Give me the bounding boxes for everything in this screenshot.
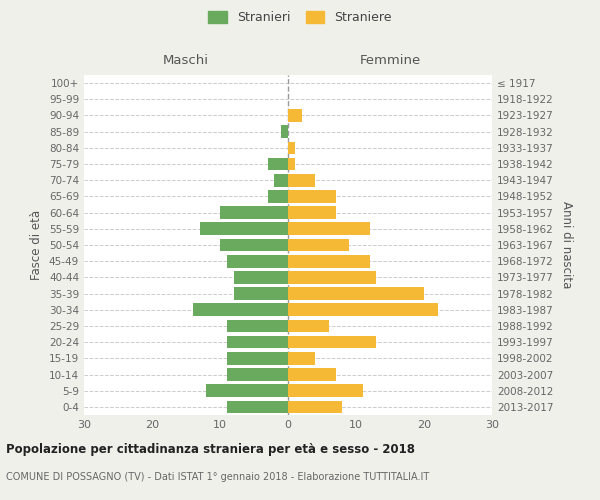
Bar	[288, 238, 349, 252]
Y-axis label: Fasce di età: Fasce di età	[31, 210, 43, 280]
Bar	[220, 206, 288, 219]
Bar	[288, 158, 295, 170]
Bar	[268, 158, 288, 170]
Bar	[281, 126, 288, 138]
Bar	[200, 222, 288, 235]
Text: Femmine: Femmine	[359, 54, 421, 68]
Bar	[288, 368, 335, 381]
Bar	[220, 238, 288, 252]
Bar	[233, 271, 288, 283]
Bar	[288, 142, 295, 154]
Bar	[288, 109, 302, 122]
Bar	[288, 206, 335, 219]
Legend: Stranieri, Straniere: Stranieri, Straniere	[206, 8, 394, 26]
Bar	[227, 352, 288, 364]
Bar	[274, 174, 288, 186]
Text: Popolazione per cittadinanza straniera per età e sesso - 2018: Popolazione per cittadinanza straniera p…	[6, 442, 415, 456]
Bar	[227, 255, 288, 268]
Bar	[288, 288, 424, 300]
Bar	[206, 384, 288, 397]
Bar	[193, 304, 288, 316]
Bar	[288, 271, 376, 283]
Bar	[288, 190, 335, 202]
Bar	[227, 336, 288, 348]
Bar	[227, 368, 288, 381]
Bar	[288, 384, 363, 397]
Text: Maschi: Maschi	[163, 54, 209, 68]
Bar	[288, 320, 329, 332]
Bar	[288, 255, 370, 268]
Bar	[288, 304, 437, 316]
Bar	[227, 400, 288, 413]
Bar	[268, 190, 288, 202]
Bar	[288, 222, 370, 235]
Bar	[227, 320, 288, 332]
Text: COMUNE DI POSSAGNO (TV) - Dati ISTAT 1° gennaio 2018 - Elaborazione TUTTITALIA.I: COMUNE DI POSSAGNO (TV) - Dati ISTAT 1° …	[6, 472, 429, 482]
Y-axis label: Anni di nascita: Anni di nascita	[560, 202, 573, 288]
Bar	[288, 352, 315, 364]
Bar	[288, 400, 343, 413]
Bar	[288, 336, 376, 348]
Bar	[233, 288, 288, 300]
Bar	[288, 174, 315, 186]
